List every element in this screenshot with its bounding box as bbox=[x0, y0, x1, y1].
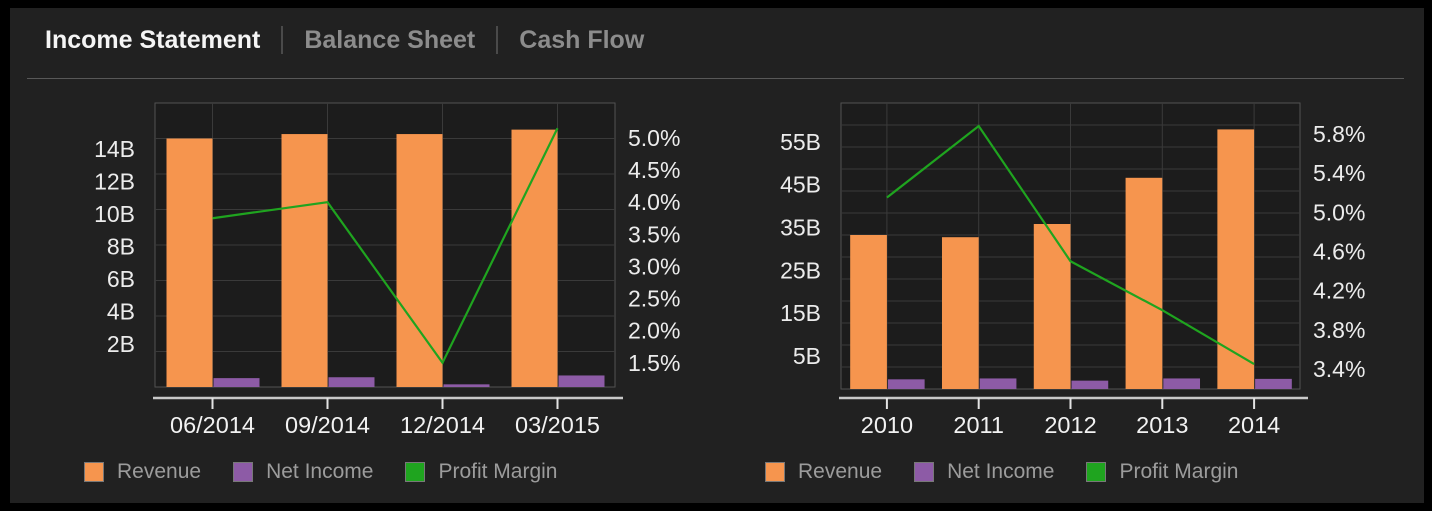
annual-income-chart: 55B 45B 35B 25B 15B 5B 5.8% 5.4% 5.0% 4.6% 4.2% 3.8… bbox=[780, 102, 1365, 438]
revenue-bar bbox=[850, 235, 887, 389]
legend-label: Revenue bbox=[798, 460, 883, 483]
revenue-bar bbox=[941, 237, 979, 389]
x-axis-label: 06/2014 bbox=[170, 412, 255, 438]
y-axis-label: 35B bbox=[780, 215, 821, 241]
pct-axis-label: 2.0% bbox=[628, 318, 680, 344]
revenue-swatch-icon bbox=[765, 462, 785, 482]
pct-axis-label: 3.0% bbox=[628, 253, 680, 279]
pct-axis-label: 3.5% bbox=[628, 221, 680, 247]
y-axis-label: 25B bbox=[780, 257, 821, 283]
financials-tab-bar: Income Statement Balance Sheet Cash Flow bbox=[10, 8, 1424, 78]
quarterly-chart-legend: Revenue Net Income Profit Margin bbox=[84, 460, 716, 484]
net-income-bar bbox=[213, 378, 260, 387]
y-axis-label: 4B bbox=[107, 298, 135, 324]
legend-label: Revenue bbox=[117, 460, 202, 483]
profit-margin-line bbox=[212, 127, 559, 365]
net-income-bar bbox=[887, 379, 925, 389]
y-axis-label: 8B bbox=[107, 233, 135, 259]
revenue-bar bbox=[166, 138, 213, 387]
x-axis-label: 2010 bbox=[861, 412, 913, 438]
quarterly-chart-section: 14B 12B 10B 8B 6B 4B 2B 5.0% 4.5% 4.0% 3.5% 3.0% 2.5… bbox=[40, 96, 716, 484]
legend-item-profit-margin: Profit Margin bbox=[1086, 460, 1239, 484]
pct-axis-label: 4.0% bbox=[628, 189, 680, 215]
tab-cash-flow[interactable]: Cash Flow bbox=[519, 25, 645, 54]
y-axis-label: 6B bbox=[107, 266, 135, 292]
legend-item-revenue: Revenue bbox=[765, 460, 882, 484]
profit-margin-swatch-icon bbox=[405, 462, 426, 482]
legend-item-net-income: Net Income bbox=[914, 460, 1054, 484]
pct-axis-label: 5.0% bbox=[628, 125, 680, 151]
revenue-bar bbox=[1217, 129, 1255, 389]
net-income-swatch-icon bbox=[914, 462, 935, 482]
tab-divider bbox=[496, 26, 499, 54]
y-axis-label: 55B bbox=[780, 129, 821, 155]
x-axis-label: 09/2014 bbox=[285, 412, 370, 438]
pct-axis-label: 3.4% bbox=[1313, 356, 1365, 382]
annual-chart-section: 55B 45B 35B 25B 15B 5B 5.8% 5.4% 5.0% 4.6% 4.2% 3.8… bbox=[730, 96, 1424, 484]
x-axis-label: 2013 bbox=[1136, 412, 1188, 438]
y-axis-label: 14B bbox=[94, 136, 135, 162]
profit-margin-swatch-icon bbox=[1086, 462, 1107, 482]
revenue-bar bbox=[281, 134, 328, 387]
net-income-bar bbox=[1255, 378, 1292, 389]
y-axis-label: 45B bbox=[780, 172, 821, 198]
profit-margin-line bbox=[886, 124, 1255, 366]
y-axis-label: 12B bbox=[94, 168, 135, 194]
x-axis-label: 2014 bbox=[1228, 412, 1280, 438]
revenue-bar bbox=[396, 134, 443, 387]
x-axis-label: 2012 bbox=[1044, 412, 1096, 438]
net-income-bar bbox=[979, 378, 1017, 389]
pct-axis-label: 3.8% bbox=[1313, 317, 1365, 343]
revenue-swatch-icon bbox=[84, 462, 104, 482]
revenue-bar bbox=[511, 129, 558, 387]
legend-label: Net Income bbox=[947, 460, 1055, 483]
net-income-bar bbox=[443, 384, 490, 387]
pct-axis-label: 5.4% bbox=[1313, 160, 1365, 186]
y-axis-label: 15B bbox=[780, 300, 821, 326]
tab-divider bbox=[281, 26, 284, 54]
charts-row: 14B 12B 10B 8B 6B 4B 2B 5.0% 4.5% 4.0% 3.5% 3.0% 2.5… bbox=[40, 96, 1424, 484]
annual-chart-legend: Revenue Net Income Profit Margin bbox=[765, 460, 1424, 484]
pct-axis-label: 4.2% bbox=[1313, 278, 1365, 304]
pct-axis-label: 4.6% bbox=[1313, 238, 1365, 264]
legend-label: Profit Margin bbox=[1119, 460, 1239, 483]
net-income-bar bbox=[1071, 380, 1109, 389]
pct-axis-label: 5.8% bbox=[1313, 121, 1365, 147]
legend-item-profit-margin: Profit Margin bbox=[405, 460, 558, 484]
legend-label: Net Income bbox=[266, 460, 374, 483]
legend-item-revenue: Revenue bbox=[84, 460, 201, 484]
tab-balance-sheet[interactable]: Balance Sheet bbox=[304, 25, 476, 54]
x-axis-label: 12/2014 bbox=[400, 412, 485, 438]
x-axis-label: 03/2015 bbox=[515, 412, 600, 438]
legend-item-net-income: Net Income bbox=[233, 460, 373, 484]
revenue-bar bbox=[1125, 177, 1163, 389]
net-income-swatch-icon bbox=[233, 462, 254, 482]
y-axis-label: 10B bbox=[94, 201, 135, 227]
pct-axis-label: 2.5% bbox=[628, 286, 680, 312]
pct-axis-label: 4.5% bbox=[628, 157, 680, 183]
y-axis-label: 5B bbox=[793, 343, 821, 369]
y-axis-label: 2B bbox=[107, 331, 135, 357]
quarterly-income-chart: 14B 12B 10B 8B 6B 4B 2B 5.0% 4.5% 4.0% 3.5% 3.0% 2.5… bbox=[94, 102, 680, 438]
tab-income-statement[interactable]: Income Statement bbox=[45, 25, 261, 54]
header-separator bbox=[27, 78, 1404, 79]
financials-panel: Income Statement Balance Sheet Cash Flow… bbox=[10, 8, 1424, 503]
x-axis-label: 2011 bbox=[953, 412, 1004, 438]
pct-axis-label: 1.5% bbox=[628, 350, 680, 376]
revenue-bar bbox=[1033, 224, 1071, 389]
net-income-bar bbox=[558, 375, 605, 387]
pct-axis-label: 5.0% bbox=[1313, 199, 1365, 225]
legend-label: Profit Margin bbox=[438, 460, 558, 483]
net-income-bar bbox=[328, 377, 375, 387]
net-income-bar bbox=[1163, 378, 1201, 389]
